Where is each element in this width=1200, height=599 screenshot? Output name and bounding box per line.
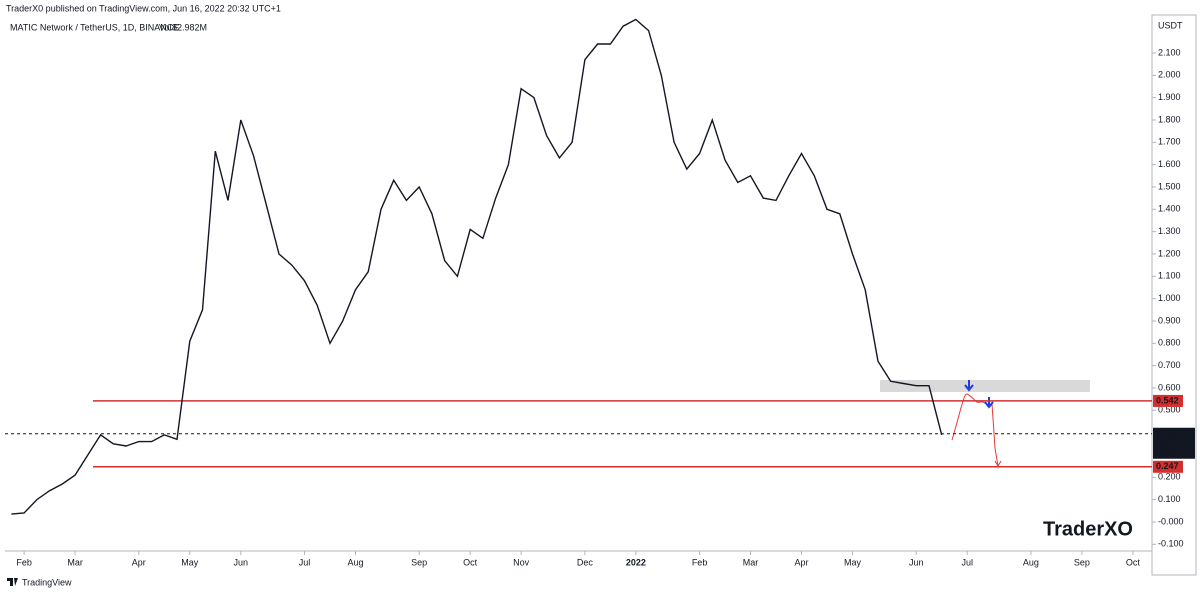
- resistance-zone: [880, 380, 1090, 392]
- brand-logo: [7, 578, 18, 586]
- x-tick-label: Sep: [411, 557, 427, 567]
- x-tick-label: Apr: [132, 557, 146, 567]
- y-tick-label: 1.200: [1158, 248, 1181, 258]
- y-tick-label: 1.900: [1158, 92, 1181, 102]
- x-tick-label: 2022: [626, 557, 646, 567]
- projection-arrowhead: [994, 460, 1002, 467]
- y-tick-label: 1.500: [1158, 181, 1181, 191]
- x-tick-label: Nov: [513, 557, 530, 567]
- x-tick-label: Jun: [234, 557, 249, 567]
- x-tick-label: Jun: [909, 557, 924, 567]
- last-price-bg: [1153, 427, 1195, 459]
- y-tick-label: 2.000: [1158, 70, 1181, 80]
- x-tick-label: Feb: [692, 557, 708, 567]
- x-tick-label: Jul: [299, 557, 311, 567]
- y-tick-label: -0.100: [1158, 539, 1184, 549]
- y-tick-label: 1.000: [1158, 293, 1181, 303]
- x-tick-label: Apr: [795, 557, 809, 567]
- y-tick-label: 0.900: [1158, 315, 1181, 325]
- y-tick-label: 0.600: [1158, 382, 1181, 392]
- x-tick-label: Oct: [1126, 557, 1141, 567]
- x-tick-label: Aug: [1023, 557, 1039, 567]
- y-tick-label: 1.100: [1158, 271, 1181, 281]
- y-tick-label: 1.700: [1158, 137, 1181, 147]
- y-tick-label: 1.600: [1158, 159, 1181, 169]
- volume-label: Vol: [159, 22, 172, 32]
- x-tick-label: Mar: [67, 557, 83, 567]
- x-tick-label: Feb: [16, 557, 32, 567]
- brand: TradingView: [22, 577, 72, 587]
- publish-info: TraderX0 published on TradingView.com, J…: [6, 3, 281, 13]
- level-label: 0.247: [1156, 461, 1179, 471]
- x-tick-label: May: [844, 557, 862, 567]
- watermark: TraderXO: [1043, 518, 1133, 540]
- x-tick-label: Oct: [463, 557, 478, 567]
- marker-price-label: 0.388: [1156, 446, 1179, 456]
- price-axis-frame: [1151, 14, 1197, 576]
- x-tick-label: May: [181, 557, 199, 567]
- y-tick-label: 2.100: [1158, 47, 1181, 57]
- y-tick-label: 1.300: [1158, 226, 1181, 236]
- y-tick-label: 1.400: [1158, 204, 1181, 214]
- currency: USDT: [1158, 20, 1183, 30]
- x-tick-label: Mar: [743, 557, 759, 567]
- level-label-bg: [1153, 460, 1183, 473]
- x-tick-label: Aug: [347, 557, 363, 567]
- x-tick-label: Dec: [577, 557, 594, 567]
- y-tick-label: 0.800: [1158, 338, 1181, 348]
- x-tick-label: Sep: [1074, 557, 1090, 567]
- level-label: 0.542: [1156, 395, 1179, 405]
- volume: 82.982M: [172, 22, 207, 32]
- x-tick-label: Jul: [961, 557, 973, 567]
- level-label-bg: [1153, 394, 1183, 407]
- arrow-down: [964, 380, 974, 392]
- price-line: [11, 18, 943, 515]
- y-tick-label: 0.100: [1158, 494, 1181, 504]
- y-tick-label: 0.500: [1158, 405, 1181, 415]
- y-tick-label: 1.800: [1158, 114, 1181, 124]
- y-tick-label: 0.700: [1158, 360, 1181, 370]
- last-price-label: 0.395: [1156, 428, 1179, 438]
- countdown: 04:27:37: [1156, 437, 1191, 447]
- symbol: MATIC Network / TetherUS, 1D, BINANCE: [10, 22, 179, 32]
- y-tick-label: -0.000: [1158, 516, 1184, 526]
- y-tick-label: 0.200: [1158, 472, 1181, 482]
